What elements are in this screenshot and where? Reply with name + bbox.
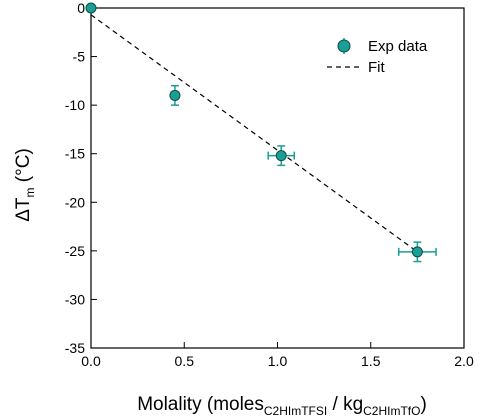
x-tick-label: 0.5	[175, 353, 195, 369]
data-point	[85, 2, 97, 14]
data-point	[397, 241, 437, 263]
y-tick-label: -10	[65, 97, 85, 113]
x-tick-label: 0.0	[81, 353, 101, 369]
legend-marker-exp-data	[337, 39, 351, 53]
x-axis-title: Molality (molesC2HImTFSI / kgC2HImTfO)	[137, 394, 427, 418]
x-tick-label: 1.0	[268, 353, 288, 369]
exp-data-marker	[275, 150, 287, 162]
y-axis-ticks: 0 -5 -10 -15 -20 -25 -30 -35	[65, 0, 97, 356]
x-axis-title-sub2: C2HImTfO	[363, 404, 420, 418]
x-axis-title-mid: / kg	[327, 394, 363, 415]
y-tick-label: -15	[65, 146, 85, 162]
y-axis-title-sub: m	[23, 187, 37, 197]
y-tick-label: -20	[65, 194, 85, 210]
exp-data-marker	[169, 89, 181, 101]
y-tick-label: -30	[65, 291, 85, 307]
legend-label-fit: Fit	[368, 59, 385, 76]
x-axis-title-end: )	[420, 394, 426, 415]
x-axis-title-sub1: C2HImTFSI	[264, 404, 327, 418]
y-axis-title-main: ΔT	[13, 197, 34, 222]
exp-data-marker	[85, 2, 97, 14]
x-tick-label: 2.0	[454, 353, 474, 369]
legend-label-exp-data: Exp data	[368, 38, 428, 55]
y-tick-label: -35	[65, 340, 85, 356]
y-tick-label: 0	[77, 0, 85, 16]
y-tick-label: -25	[65, 243, 85, 259]
exp-data-marker	[411, 246, 423, 258]
fit-line	[90, 14, 418, 253]
x-axis-title-main: Molality (moles	[137, 394, 264, 415]
data-point	[267, 145, 296, 167]
legend: Exp data Fit	[327, 38, 428, 76]
series-layer	[85, 2, 437, 263]
x-tick-label: 1.5	[361, 353, 381, 369]
x-axis-ticks: 0.0 0.5 1.0 1.5 2.0	[81, 342, 474, 369]
y-axis-title: ΔTm (°C)	[13, 148, 37, 222]
y-axis-title-end: (°C)	[13, 148, 34, 187]
y-tick-label: -5	[73, 49, 86, 65]
data-point	[169, 84, 181, 106]
plot-frame	[90, 7, 465, 349]
